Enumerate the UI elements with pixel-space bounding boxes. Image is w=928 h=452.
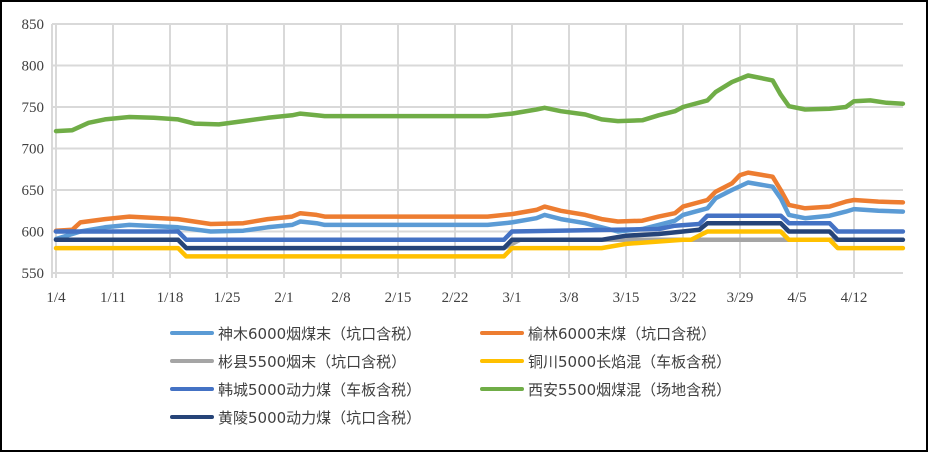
series-line xyxy=(53,213,906,243)
legend-swatch-icon xyxy=(480,387,524,391)
legend-swatch-icon xyxy=(480,359,524,363)
x-tick-label: 2/8 xyxy=(331,290,350,306)
y-tick-label: 600 xyxy=(22,225,45,241)
legend-swatch-icon xyxy=(170,359,214,363)
y-tick-label: 650 xyxy=(22,183,45,199)
x-tick-label: 2/22 xyxy=(442,290,469,306)
legend-item-hancheng: 韩城5000动力煤（车板含税） xyxy=(170,378,480,400)
legend-item-tongchuan: 铜川5000长焰混（车板含税） xyxy=(480,350,790,372)
legend-label: 铜川5000长焰混（车板含税） xyxy=(528,352,732,371)
legend-item-yulin: 榆林6000末煤（坑口含税） xyxy=(480,322,790,344)
series-line xyxy=(53,73,906,134)
x-tick-label: 1/18 xyxy=(157,290,184,306)
series-line xyxy=(53,170,906,233)
legend-swatch-icon xyxy=(480,331,524,335)
series-line xyxy=(53,180,906,242)
x-tick-label: 4/12 xyxy=(841,290,868,306)
x-tick-label: 3/1 xyxy=(502,290,521,306)
x-tick-label: 1/25 xyxy=(214,290,241,306)
series-line xyxy=(53,229,906,259)
legend-label: 黄陵5000动力煤（坑口含税） xyxy=(218,408,422,427)
legend-item-huangling: 黄陵5000动力煤（坑口含税） xyxy=(170,406,480,428)
legend-swatch-icon xyxy=(170,331,214,335)
series-line xyxy=(53,220,906,251)
y-tick-label: 550 xyxy=(22,266,45,282)
x-tick-label: 3/8 xyxy=(559,290,578,306)
y-tick-label: 850 xyxy=(22,17,45,33)
x-tick-label: 1/4 xyxy=(46,290,66,306)
x-tick-label: 3/22 xyxy=(670,290,697,306)
legend-swatch-icon xyxy=(170,387,214,391)
series-lines xyxy=(53,73,906,259)
legend-item-xian: 西安5500烟煤混（场地含税） xyxy=(480,378,790,400)
legend-item-binxian: 彬县5500烟末（坑口含税） xyxy=(170,350,480,372)
legend-label: 西安5500烟煤混（场地含税） xyxy=(528,380,732,399)
x-axis: 1/4 1/11 1/18 1/25 2/1 2/8 2/15 2/22 3/1 3/8 3/15 3… xyxy=(46,290,867,306)
y-tick-label: 800 xyxy=(22,59,45,75)
legend-label: 榆林6000末煤（坑口含税） xyxy=(528,324,717,343)
x-tick-label: 3/29 xyxy=(727,290,754,306)
y-axis: 550 600 650 700 750 800 850 xyxy=(22,17,45,282)
x-tick-label: 2/1 xyxy=(274,290,293,306)
legend-swatch-icon xyxy=(170,415,214,419)
legend-item-shenmu: 神木6000烟煤末（坑口含税） xyxy=(170,322,480,344)
x-tick-label: 1/11 xyxy=(100,290,126,306)
legend-label: 神木6000烟煤末（坑口含税） xyxy=(218,324,422,343)
legend-label: 彬县5500烟末（坑口含税） xyxy=(218,352,407,371)
x-tick-label: 3/15 xyxy=(613,290,640,306)
y-tick-label: 700 xyxy=(22,142,45,158)
legend-label: 韩城5000动力煤（车板含税） xyxy=(218,380,422,399)
legend: 神木6000烟煤末（坑口含税） 榆林6000末煤（坑口含税） 彬县5500烟末（… xyxy=(170,322,790,428)
x-tick-label: 4/5 xyxy=(787,290,806,306)
y-tick-label: 750 xyxy=(22,100,45,116)
x-tick-label: 2/15 xyxy=(385,290,412,306)
